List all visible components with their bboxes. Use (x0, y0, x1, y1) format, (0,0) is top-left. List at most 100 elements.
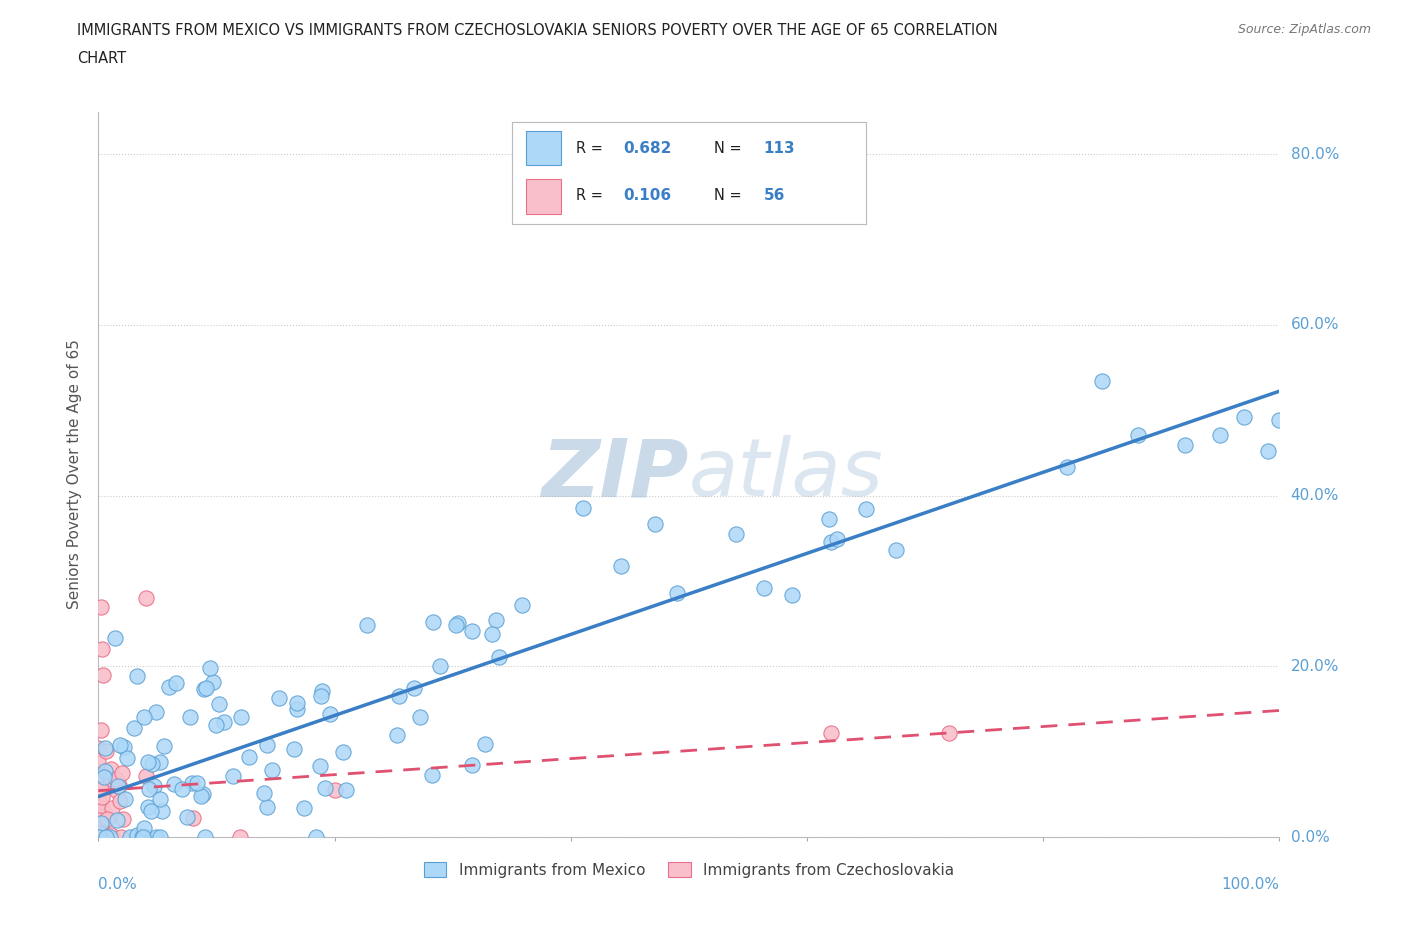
Text: 40.0%: 40.0% (1291, 488, 1339, 503)
Y-axis label: Seniors Poverty Over the Age of 65: Seniors Poverty Over the Age of 65 (67, 339, 83, 609)
Point (105, 784, 128, 799)
Point (87, 830, 110, 844)
Point (485, 612, 508, 627)
Point (91, 668, 114, 683)
Point (229, 830, 252, 844)
Point (90, 815, 112, 830)
Point (283, 741, 305, 756)
Point (143, 778, 166, 793)
Point (93, 764, 115, 778)
Point (87, 792, 110, 807)
Point (89, 816, 111, 830)
Text: CHART: CHART (77, 51, 127, 66)
Point (181, 776, 204, 790)
Point (429, 658, 451, 673)
Point (149, 755, 172, 770)
Point (323, 782, 346, 797)
Point (89, 723, 111, 737)
Point (205, 718, 228, 733)
Point (572, 501, 595, 516)
Text: ZIP: ZIP (541, 435, 689, 513)
Point (141, 756, 163, 771)
Point (262, 763, 284, 777)
Point (118, 830, 141, 844)
Point (193, 681, 215, 696)
Point (256, 737, 278, 752)
Point (108, 777, 131, 792)
Point (125, 828, 148, 843)
Point (112, 811, 135, 826)
Point (127, 830, 149, 844)
Point (132, 830, 155, 844)
Point (89, 800, 111, 815)
Point (388, 689, 411, 704)
Point (89, 774, 111, 789)
Point (208, 697, 231, 711)
Point (1174, 437, 1197, 452)
Point (87, 826, 110, 841)
Point (110, 830, 132, 844)
Point (125, 830, 148, 844)
Point (100, 828, 122, 843)
Point (93, 806, 115, 821)
Point (90, 782, 112, 797)
Point (87, 805, 110, 820)
Text: 0.0%: 0.0% (1291, 830, 1329, 844)
Point (1257, 444, 1279, 458)
Point (132, 710, 155, 724)
Point (100, 762, 122, 777)
Point (198, 660, 221, 675)
Point (139, 804, 162, 818)
Point (820, 725, 842, 740)
Point (212, 715, 235, 730)
Point (229, 710, 252, 724)
Point (780, 588, 803, 603)
Point (90, 817, 112, 832)
Point (125, 669, 148, 684)
Point (87, 830, 110, 844)
Point (194, 681, 217, 696)
Point (93, 770, 115, 785)
Point (87, 768, 110, 783)
Point (87, 816, 110, 830)
Point (474, 737, 496, 751)
Point (149, 791, 172, 806)
Point (104, 772, 127, 787)
Point (101, 801, 124, 816)
Point (285, 701, 308, 716)
Point (855, 502, 877, 517)
Point (294, 801, 316, 816)
Point (176, 810, 198, 825)
Point (87, 740, 110, 755)
Point (136, 754, 159, 769)
Point (136, 800, 159, 815)
Point (461, 758, 484, 773)
Point (447, 616, 470, 631)
Point (90, 790, 112, 804)
Point (285, 696, 308, 711)
Point (481, 627, 503, 642)
Point (309, 689, 332, 704)
Point (105, 812, 128, 827)
Point (170, 782, 193, 797)
Point (444, 618, 467, 633)
Point (87, 782, 110, 797)
Point (98, 830, 121, 844)
Point (145, 830, 167, 844)
Point (87, 807, 110, 822)
Point (253, 786, 276, 801)
Point (644, 517, 666, 532)
Point (461, 623, 484, 638)
Point (269, 691, 291, 706)
Point (1209, 428, 1232, 443)
Text: 100.0%: 100.0% (1222, 877, 1279, 892)
Point (179, 710, 201, 724)
Point (1268, 413, 1291, 428)
Point (886, 543, 908, 558)
Point (135, 591, 157, 605)
Point (87, 773, 110, 788)
Point (1126, 428, 1149, 443)
Point (222, 769, 245, 784)
Point (153, 738, 176, 753)
Point (488, 649, 510, 664)
